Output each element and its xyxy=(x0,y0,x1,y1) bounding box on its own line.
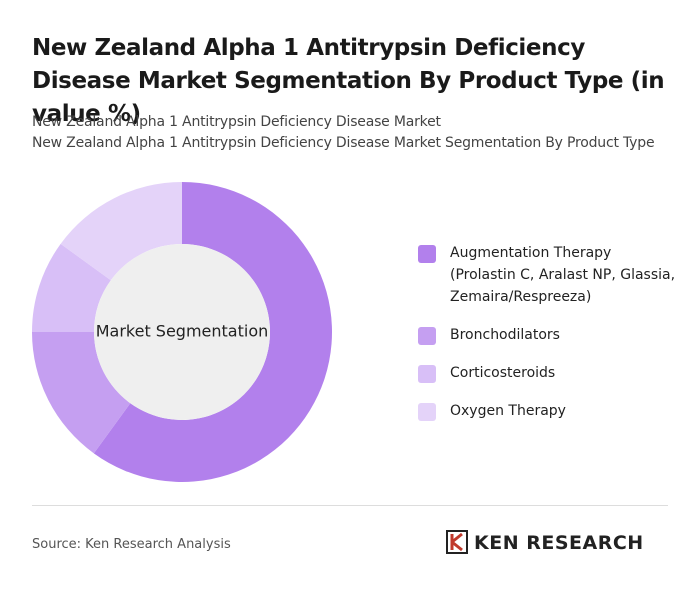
legend-item: Corticosteroids xyxy=(418,362,678,384)
legend-label: Bronchodilators xyxy=(450,327,560,343)
legend-label: Augmentation Therapy (Prolastin C, Arala… xyxy=(450,245,676,305)
donut-slice xyxy=(32,332,131,454)
legend-label: Corticosteroids xyxy=(450,365,556,381)
legend-swatch xyxy=(418,327,436,345)
subtitle: New Zealand Alpha 1 Antitrypsin Deficien… xyxy=(32,135,655,151)
legend-swatch xyxy=(418,245,436,263)
legend: Augmentation Therapy (Prolastin C, Arala… xyxy=(418,242,678,438)
title: New Zealand Alpha 1 Antitrypsin Deficien… xyxy=(32,35,665,127)
divider xyxy=(32,505,668,506)
source: Source: Ken Research Analysis xyxy=(32,537,231,552)
donut-slice xyxy=(93,182,332,482)
legend-label: Oxygen Therapy xyxy=(450,403,566,419)
logo-icon xyxy=(446,530,468,554)
center-label: Market Segmentation xyxy=(96,322,269,341)
legend-swatch xyxy=(418,365,436,383)
legend-item: Augmentation Therapy (Prolastin C, Arala… xyxy=(418,242,678,308)
donut-slice xyxy=(60,182,183,281)
donut-slice xyxy=(32,243,111,332)
subtitle: New Zealand Alpha 1 Antitrypsin Deficien… xyxy=(32,114,441,130)
brand: KEN RESEARCH xyxy=(474,532,644,554)
donut-hole xyxy=(94,244,270,420)
legend-swatch xyxy=(418,403,436,421)
donut-chart: Market Segmentation xyxy=(32,182,332,482)
legend-item: Oxygen Therapy xyxy=(418,400,678,422)
legend-item: Bronchodilators xyxy=(418,324,678,346)
